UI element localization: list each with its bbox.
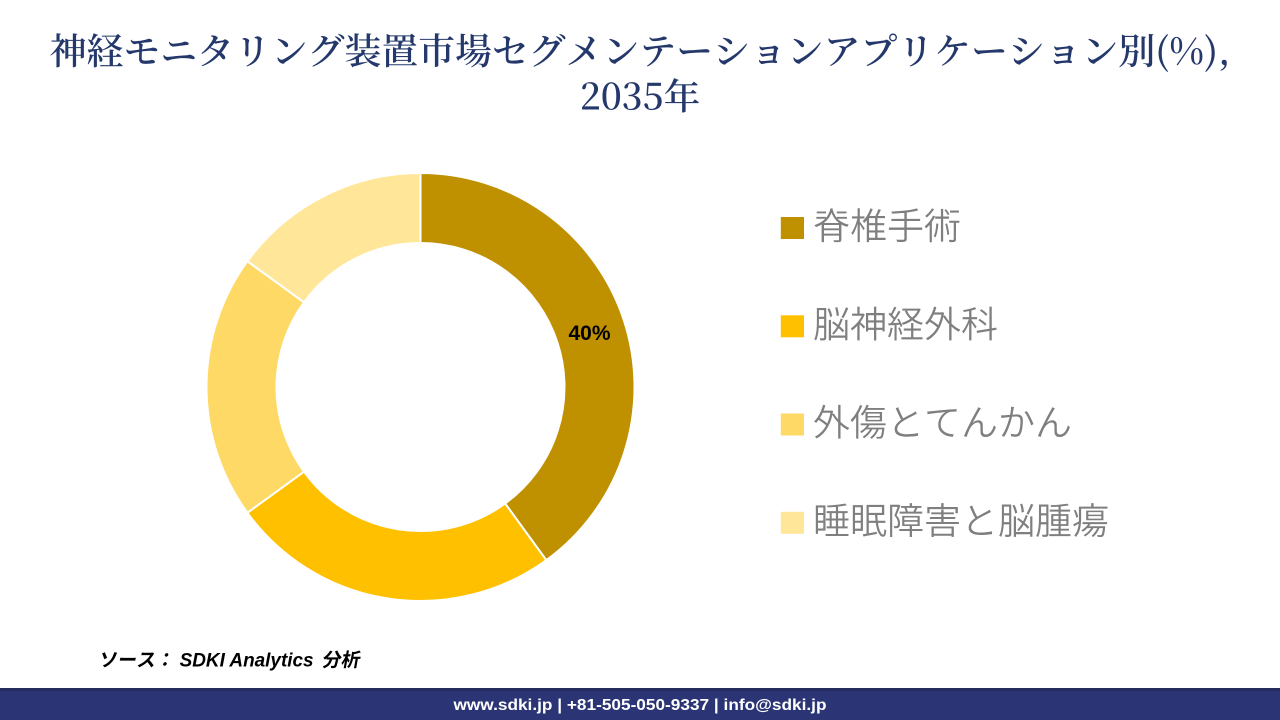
svg-text:40%: 40% bbox=[568, 322, 610, 345]
svg-text:SDKI Analytics: SDKI Analytics bbox=[180, 651, 314, 672]
svg-text:www.sdki.jp | +81-505-050-9337: www.sdki.jp | +81-505-050-9337 | info@sd… bbox=[452, 697, 826, 714]
